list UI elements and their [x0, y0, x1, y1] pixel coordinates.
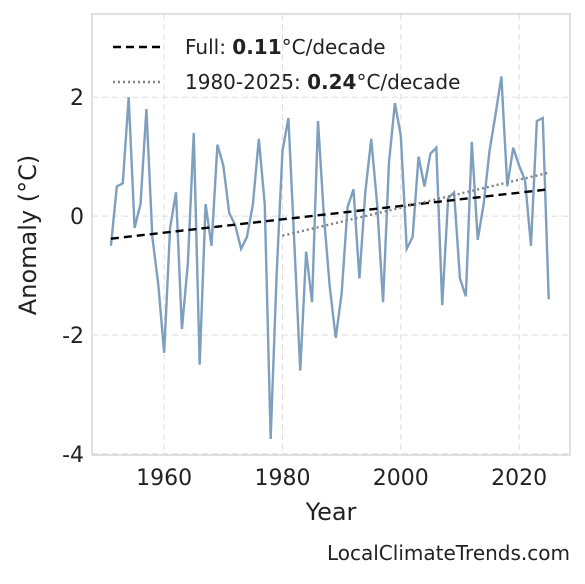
legend-prefix: Full: — [185, 35, 232, 59]
x-tick-label: 1980 — [254, 466, 310, 491]
x-tick-label: 2020 — [491, 466, 547, 491]
plot-frame — [91, 13, 571, 456]
legend-label: Full: 0.11°C/decade — [185, 35, 386, 59]
trend-line — [282, 171, 549, 237]
trend-line — [110, 188, 549, 240]
y-tick-label: 0 — [70, 205, 84, 230]
watermark: LocalClimateTrends.com — [327, 541, 570, 565]
x-axis-label: Year — [305, 498, 357, 526]
legend-label: 1980-2025: 0.24°C/decade — [185, 70, 460, 94]
y-tick-label: 2 — [70, 86, 84, 111]
legend-prefix: 1980-2025: — [185, 70, 307, 94]
y-axis-label: Anomaly (°C) — [14, 155, 42, 315]
y-tick-label: -2 — [62, 324, 84, 349]
legend-unit: °C/decade — [356, 70, 460, 94]
legend-slope: 0.11 — [232, 35, 281, 59]
x-tick-label: 1960 — [136, 466, 192, 491]
y-tick-label: -4 — [62, 443, 84, 468]
legend-unit: °C/decade — [282, 35, 386, 59]
legend-slope: 0.24 — [307, 70, 356, 94]
x-tick-label: 2000 — [373, 466, 429, 491]
data-line — [109, 76, 550, 439]
